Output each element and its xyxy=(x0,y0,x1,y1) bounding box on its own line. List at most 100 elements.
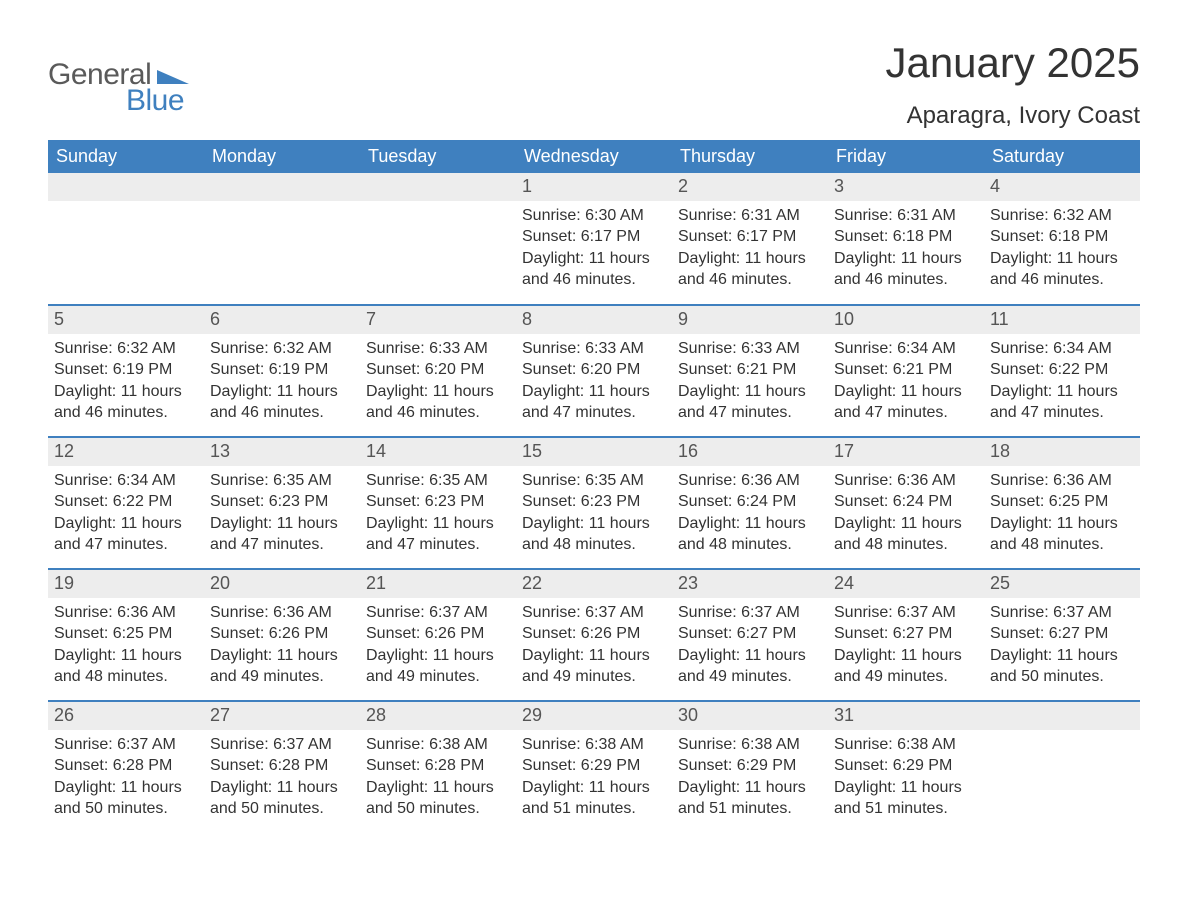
day-number: 29 xyxy=(516,702,672,729)
day-body: Sunrise: 6:36 AMSunset: 6:24 PMDaylight:… xyxy=(828,466,984,564)
day-daylight1: Daylight: 11 hours xyxy=(210,645,354,667)
day-sunset: Sunset: 6:22 PM xyxy=(54,491,198,513)
day-daylight1: Daylight: 11 hours xyxy=(990,381,1134,403)
day-body: Sunrise: 6:37 AMSunset: 6:26 PMDaylight:… xyxy=(360,598,516,696)
day-sunrise: Sunrise: 6:33 AM xyxy=(366,338,510,360)
day-body: Sunrise: 6:35 AMSunset: 6:23 PMDaylight:… xyxy=(360,466,516,564)
day-daylight1: Daylight: 11 hours xyxy=(834,777,978,799)
day-daylight1: Daylight: 11 hours xyxy=(678,248,822,270)
day-daylight2: and 47 minutes. xyxy=(54,534,198,556)
day-body: Sunrise: 6:37 AMSunset: 6:28 PMDaylight:… xyxy=(48,730,204,828)
day-sunset: Sunset: 6:27 PM xyxy=(990,623,1134,645)
calendar-cell: 13Sunrise: 6:35 AMSunset: 6:23 PMDayligh… xyxy=(204,437,360,569)
day-number: 16 xyxy=(672,438,828,465)
day-body: Sunrise: 6:34 AMSunset: 6:22 PMDaylight:… xyxy=(48,466,204,564)
day-body: Sunrise: 6:38 AMSunset: 6:29 PMDaylight:… xyxy=(672,730,828,828)
day-number: 10 xyxy=(828,306,984,333)
day-sunset: Sunset: 6:21 PM xyxy=(678,359,822,381)
calendar-cell: 27Sunrise: 6:37 AMSunset: 6:28 PMDayligh… xyxy=(204,701,360,833)
day-number: 11 xyxy=(984,306,1140,333)
day-daylight2: and 47 minutes. xyxy=(210,534,354,556)
day-daylight1: Daylight: 11 hours xyxy=(834,513,978,535)
calendar-cell: 24Sunrise: 6:37 AMSunset: 6:27 PMDayligh… xyxy=(828,569,984,701)
day-daylight1: Daylight: 11 hours xyxy=(522,513,666,535)
calendar-cell xyxy=(204,173,360,305)
calendar-cell: 28Sunrise: 6:38 AMSunset: 6:28 PMDayligh… xyxy=(360,701,516,833)
day-daylight2: and 47 minutes. xyxy=(834,402,978,424)
day-daylight2: and 50 minutes. xyxy=(366,798,510,820)
day-number: 21 xyxy=(360,570,516,597)
calendar-cell: 20Sunrise: 6:36 AMSunset: 6:26 PMDayligh… xyxy=(204,569,360,701)
day-daylight1: Daylight: 11 hours xyxy=(54,777,198,799)
day-number: 8 xyxy=(516,306,672,333)
day-sunset: Sunset: 6:25 PM xyxy=(54,623,198,645)
calendar-week: 26Sunrise: 6:37 AMSunset: 6:28 PMDayligh… xyxy=(48,701,1140,833)
day-daylight1: Daylight: 11 hours xyxy=(522,777,666,799)
day-number: 14 xyxy=(360,438,516,465)
day-number: 4 xyxy=(984,173,1140,200)
day-daylight1: Daylight: 11 hours xyxy=(522,248,666,270)
day-daylight1: Daylight: 11 hours xyxy=(990,513,1134,535)
day-number: 2 xyxy=(672,173,828,200)
day-body: Sunrise: 6:33 AMSunset: 6:21 PMDaylight:… xyxy=(672,334,828,432)
day-sunset: Sunset: 6:28 PM xyxy=(210,755,354,777)
day-daylight2: and 50 minutes. xyxy=(990,666,1134,688)
day-sunset: Sunset: 6:23 PM xyxy=(366,491,510,513)
day-number: 25 xyxy=(984,570,1140,597)
day-sunset: Sunset: 6:17 PM xyxy=(678,226,822,248)
day-daylight2: and 51 minutes. xyxy=(834,798,978,820)
day-sunrise: Sunrise: 6:38 AM xyxy=(834,734,978,756)
day-body: Sunrise: 6:38 AMSunset: 6:29 PMDaylight:… xyxy=(828,730,984,828)
calendar-cell: 3Sunrise: 6:31 AMSunset: 6:18 PMDaylight… xyxy=(828,173,984,305)
page: General Blue January 2025 Aparagra, Ivor… xyxy=(0,0,1188,881)
day-sunrise: Sunrise: 6:37 AM xyxy=(522,602,666,624)
calendar-week: 19Sunrise: 6:36 AMSunset: 6:25 PMDayligh… xyxy=(48,569,1140,701)
day-sunrise: Sunrise: 6:38 AM xyxy=(522,734,666,756)
day-number: 5 xyxy=(48,306,204,333)
day-daylight1: Daylight: 11 hours xyxy=(366,381,510,403)
day-daylight1: Daylight: 11 hours xyxy=(834,248,978,270)
day-daylight1: Daylight: 11 hours xyxy=(54,645,198,667)
day-body: Sunrise: 6:38 AMSunset: 6:29 PMDaylight:… xyxy=(516,730,672,828)
day-daylight1: Daylight: 11 hours xyxy=(834,381,978,403)
day-sunrise: Sunrise: 6:36 AM xyxy=(210,602,354,624)
day-daylight1: Daylight: 11 hours xyxy=(54,513,198,535)
calendar-cell: 18Sunrise: 6:36 AMSunset: 6:25 PMDayligh… xyxy=(984,437,1140,569)
day-daylight1: Daylight: 11 hours xyxy=(54,381,198,403)
day-number: 19 xyxy=(48,570,204,597)
day-body: Sunrise: 6:36 AMSunset: 6:25 PMDaylight:… xyxy=(48,598,204,696)
month-title: January 2025 xyxy=(885,40,1140,86)
day-sunrise: Sunrise: 6:35 AM xyxy=(210,470,354,492)
day-sunrise: Sunrise: 6:34 AM xyxy=(54,470,198,492)
day-sunset: Sunset: 6:28 PM xyxy=(54,755,198,777)
day-body: Sunrise: 6:31 AMSunset: 6:18 PMDaylight:… xyxy=(828,201,984,299)
calendar-table: Sunday Monday Tuesday Wednesday Thursday… xyxy=(48,140,1140,833)
day-number: 27 xyxy=(204,702,360,729)
calendar-cell xyxy=(360,173,516,305)
day-daylight2: and 51 minutes. xyxy=(678,798,822,820)
day-daylight1: Daylight: 11 hours xyxy=(366,645,510,667)
day-daylight2: and 50 minutes. xyxy=(54,798,198,820)
day-body: Sunrise: 6:37 AMSunset: 6:27 PMDaylight:… xyxy=(672,598,828,696)
day-sunrise: Sunrise: 6:37 AM xyxy=(990,602,1134,624)
day-daylight2: and 46 minutes. xyxy=(366,402,510,424)
calendar-cell: 10Sunrise: 6:34 AMSunset: 6:21 PMDayligh… xyxy=(828,305,984,437)
calendar-cell: 11Sunrise: 6:34 AMSunset: 6:22 PMDayligh… xyxy=(984,305,1140,437)
location-label: Aparagra, Ivory Coast xyxy=(885,102,1140,130)
day-number: 17 xyxy=(828,438,984,465)
calendar-cell: 16Sunrise: 6:36 AMSunset: 6:24 PMDayligh… xyxy=(672,437,828,569)
col-saturday: Saturday xyxy=(984,140,1140,173)
day-number: 24 xyxy=(828,570,984,597)
day-sunrise: Sunrise: 6:32 AM xyxy=(210,338,354,360)
day-sunrise: Sunrise: 6:36 AM xyxy=(678,470,822,492)
calendar-cell: 6Sunrise: 6:32 AMSunset: 6:19 PMDaylight… xyxy=(204,305,360,437)
day-sunset: Sunset: 6:18 PM xyxy=(990,226,1134,248)
day-sunset: Sunset: 6:24 PM xyxy=(834,491,978,513)
day-daylight1: Daylight: 11 hours xyxy=(210,381,354,403)
day-sunset: Sunset: 6:20 PM xyxy=(366,359,510,381)
day-number: 28 xyxy=(360,702,516,729)
day-sunrise: Sunrise: 6:37 AM xyxy=(210,734,354,756)
day-daylight2: and 47 minutes. xyxy=(678,402,822,424)
calendar-cell: 17Sunrise: 6:36 AMSunset: 6:24 PMDayligh… xyxy=(828,437,984,569)
calendar-cell xyxy=(984,701,1140,833)
